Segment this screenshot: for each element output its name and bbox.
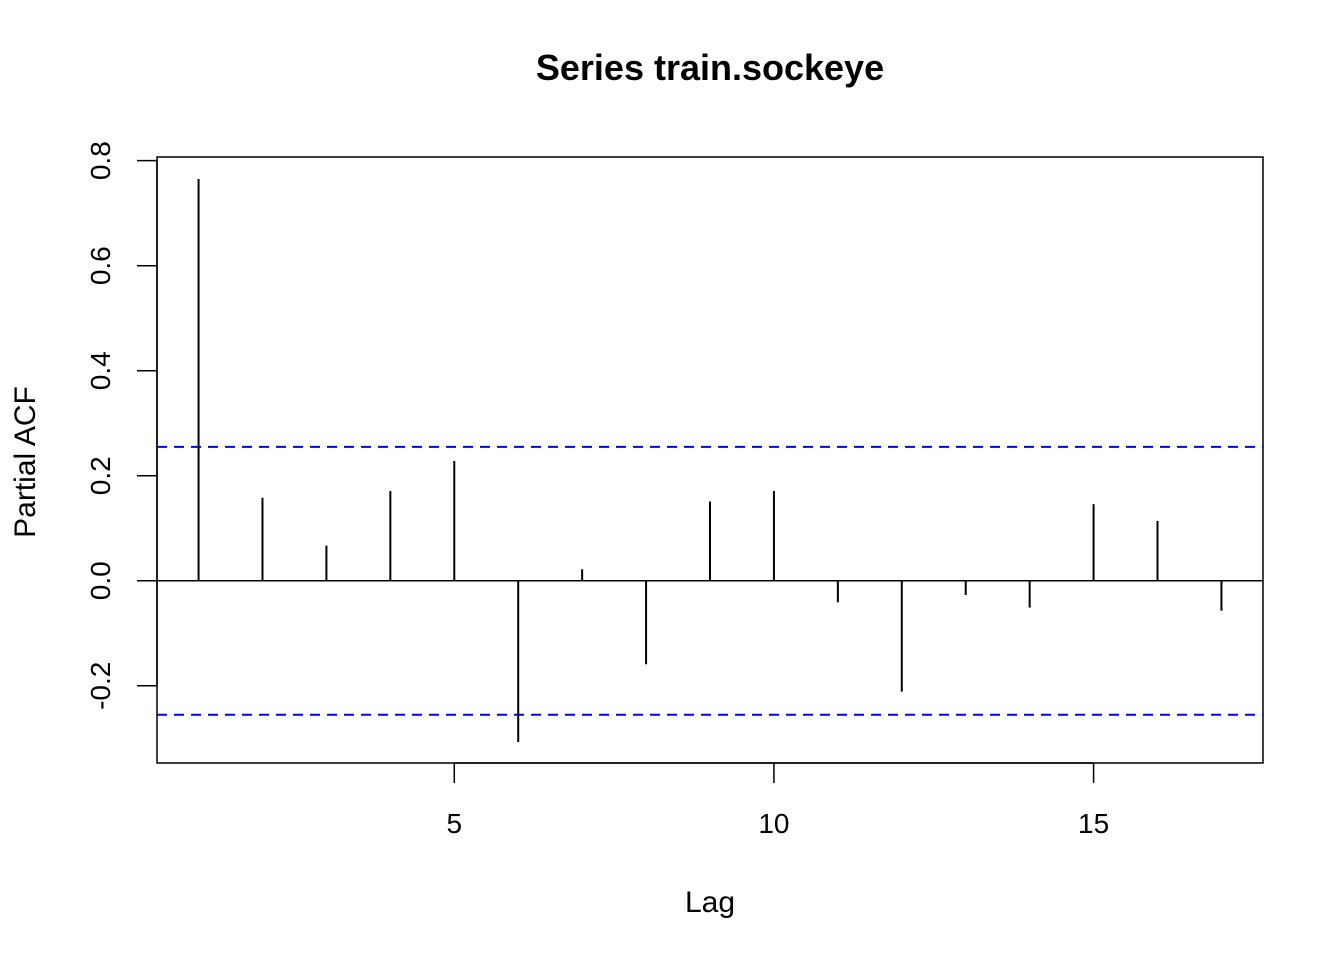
x-tick-label-15: 15 [1078,808,1109,839]
y-tick-label-1: 0.0 [85,561,116,600]
y-axis-title: Partial ACF [9,386,42,538]
y-tick-label-4: 0.6 [85,246,116,285]
x-tick-label-5: 5 [446,808,462,839]
plot-frame [156,156,1264,764]
plot-layer: 5 10 15 -0.2 0.0 0.2 0.4 0.6 0.8 [85,141,1263,839]
y-tick-label-3: 0.4 [85,351,116,390]
x-tick-label-10: 10 [758,808,789,839]
y-tick-label-2: 0.2 [85,456,116,495]
x-axis-title: Lag [685,886,735,919]
y-tick-label-0: -0.2 [85,662,116,710]
y-tick-label-5: 0.8 [85,141,116,180]
chart-title: Series train.sockeye [536,47,884,88]
